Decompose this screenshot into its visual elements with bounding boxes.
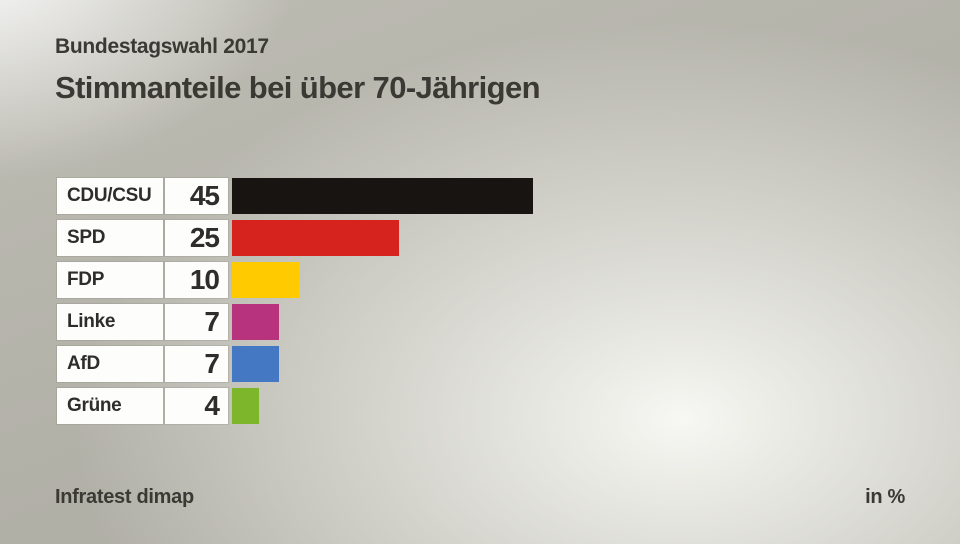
party-label-fdp: FDP (57, 262, 163, 298)
chart-row: SPD 25 (57, 220, 533, 256)
party-value-gruene: 4 (165, 388, 228, 424)
bar-fdp (232, 262, 299, 298)
chart-row: Grüne 4 (57, 388, 533, 424)
unit-label: in % (865, 486, 905, 508)
bar-linke (232, 304, 279, 340)
page-title: Stimmanteile bei über 70-Jährigen (55, 70, 541, 105)
party-label-cdu-csu: CDU/CSU (57, 178, 163, 214)
party-value-spd: 25 (165, 220, 228, 256)
party-value-fdp: 10 (165, 262, 228, 298)
bar-gruene (232, 388, 259, 424)
party-label-afd: AfD (57, 346, 163, 382)
bar-afd (232, 346, 279, 382)
source-label: Infratest dimap (55, 486, 194, 508)
chart-row: CDU/CSU 45 (57, 178, 533, 214)
party-label-spd: SPD (57, 220, 163, 256)
party-label-gruene: Grüne (57, 388, 163, 424)
party-value-linke: 7 (165, 304, 228, 340)
party-value-cdu-csu: 45 (165, 178, 228, 214)
bar-cdu-csu (232, 178, 533, 214)
party-label-linke: Linke (57, 304, 163, 340)
chart-row: Linke 7 (57, 304, 533, 340)
chart-row: FDP 10 (57, 262, 533, 298)
chart-row: AfD 7 (57, 346, 533, 382)
bar-chart: CDU/CSU 45 SPD 25 FDP 10 Linke 7 AfD 7 G… (57, 178, 533, 430)
chart-kicker: Bundestagswahl 2017 (55, 35, 269, 58)
bar-spd (232, 220, 399, 256)
party-value-afd: 7 (165, 346, 228, 382)
